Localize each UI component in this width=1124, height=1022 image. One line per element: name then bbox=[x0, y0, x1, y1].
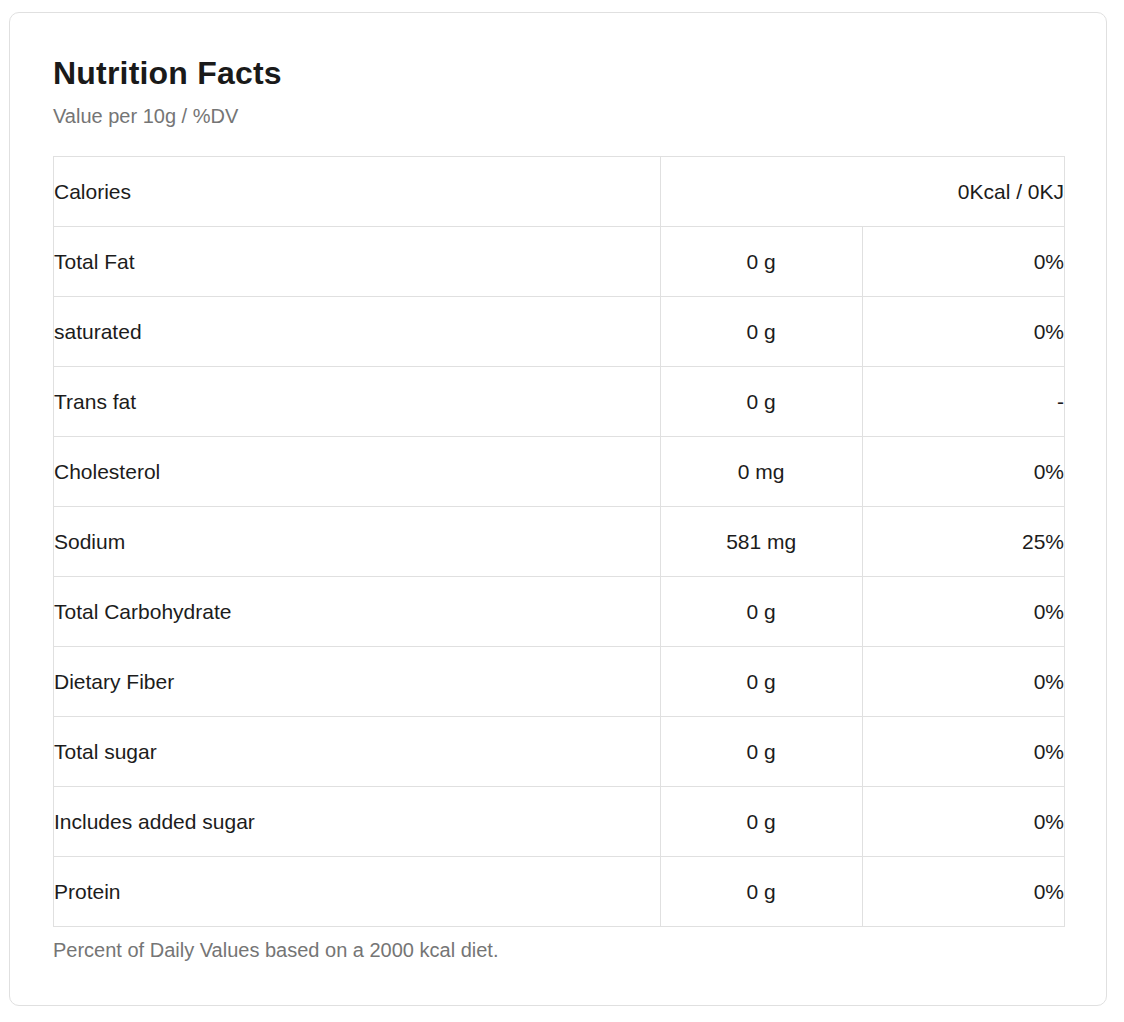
nutrient-dv-cell: 0% bbox=[862, 297, 1064, 367]
table-row: Total Carbohydrate0 g0% bbox=[54, 577, 1065, 647]
nutrient-label-cell: Cholesterol bbox=[54, 437, 661, 507]
nutrient-dv-cell: 0% bbox=[862, 227, 1064, 297]
nutrient-dv-cell: 0% bbox=[862, 577, 1064, 647]
nutrient-amount-cell: 0 g bbox=[660, 857, 862, 927]
nutrient-amount-cell: 581 mg bbox=[660, 507, 862, 577]
nutrient-amount-cell: 0 g bbox=[660, 717, 862, 787]
nutrient-label-cell: Dietary Fiber bbox=[54, 647, 661, 717]
nutrient-amount-cell: 0 g bbox=[660, 367, 862, 437]
nutrient-amount-cell: 0 g bbox=[660, 297, 862, 367]
nutrient-label-cell: Protein bbox=[54, 857, 661, 927]
nutrient-amount-cell: 0 mg bbox=[660, 437, 862, 507]
nutrient-label-cell: Total Fat bbox=[54, 227, 661, 297]
table-row: Dietary Fiber0 g0% bbox=[54, 647, 1065, 717]
table-row: Protein0 g0% bbox=[54, 857, 1065, 927]
nutrient-label-cell: Total sugar bbox=[54, 717, 661, 787]
table-row: Total Fat0 g0% bbox=[54, 227, 1065, 297]
table-row: Includes added sugar0 g0% bbox=[54, 787, 1065, 857]
nutrient-dv-cell: 0% bbox=[862, 437, 1064, 507]
daily-values-note: Percent of Daily Values based on a 2000 … bbox=[53, 939, 1065, 962]
nutrition-facts-title: Nutrition Facts bbox=[53, 57, 1065, 89]
nutrient-label-cell: Sodium bbox=[54, 507, 661, 577]
nutrition-facts-card: Nutrition Facts Value per 10g / %DV Calo… bbox=[9, 12, 1107, 1006]
table-row: Total sugar0 g0% bbox=[54, 717, 1065, 787]
table-row: Trans fat0 g- bbox=[54, 367, 1065, 437]
nutrient-label-cell: Calories bbox=[54, 157, 661, 227]
nutrient-dv-cell: - bbox=[862, 367, 1064, 437]
nutrient-dv-cell: 0% bbox=[862, 787, 1064, 857]
table-row: Calories0Kcal / 0KJ bbox=[54, 157, 1065, 227]
nutrient-dv-cell: 0% bbox=[862, 647, 1064, 717]
table-row: Cholesterol0 mg0% bbox=[54, 437, 1065, 507]
nutrient-label-cell: saturated bbox=[54, 297, 661, 367]
nutrient-amount-cell: 0 g bbox=[660, 577, 862, 647]
nutrient-label-cell: Total Carbohydrate bbox=[54, 577, 661, 647]
nutrient-dv-cell: 0% bbox=[862, 717, 1064, 787]
nutrient-label-cell: Includes added sugar bbox=[54, 787, 661, 857]
nutrient-amount-cell: 0Kcal / 0KJ bbox=[660, 157, 1064, 227]
serving-info-subtitle: Value per 10g / %DV bbox=[53, 105, 1065, 128]
nutrient-dv-cell: 0% bbox=[862, 857, 1064, 927]
nutrient-amount-cell: 0 g bbox=[660, 227, 862, 297]
nutrition-table: Calories0Kcal / 0KJTotal Fat0 g0%saturat… bbox=[53, 156, 1065, 927]
nutrition-table-body: Calories0Kcal / 0KJTotal Fat0 g0%saturat… bbox=[54, 157, 1065, 927]
nutrient-amount-cell: 0 g bbox=[660, 787, 862, 857]
table-row: saturated0 g0% bbox=[54, 297, 1065, 367]
nutrient-amount-cell: 0 g bbox=[660, 647, 862, 717]
table-row: Sodium581 mg25% bbox=[54, 507, 1065, 577]
nutrient-label-cell: Trans fat bbox=[54, 367, 661, 437]
nutrient-dv-cell: 25% bbox=[862, 507, 1064, 577]
